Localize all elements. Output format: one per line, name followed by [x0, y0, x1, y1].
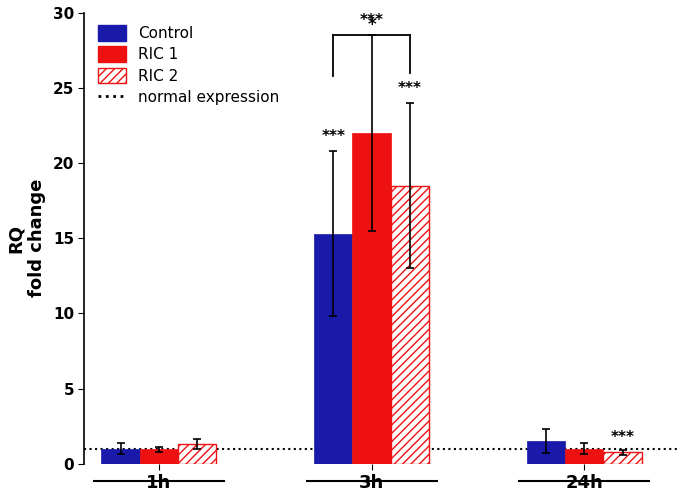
Bar: [527, 441, 565, 464]
Legend: Control, RIC 1, RIC 2, normal expression: Control, RIC 1, RIC 2, normal expression: [98, 25, 279, 105]
Text: ***: ***: [398, 80, 422, 96]
Y-axis label: RQ
fold change: RQ fold change: [7, 179, 46, 297]
Bar: [139, 450, 178, 464]
Bar: [565, 449, 603, 464]
Bar: [352, 133, 391, 464]
Bar: [102, 449, 139, 464]
Text: ***: ***: [322, 129, 346, 144]
Text: ***: ***: [359, 13, 383, 28]
Bar: [391, 186, 429, 464]
Bar: [603, 453, 642, 464]
Text: *: *: [368, 16, 376, 34]
Text: ***: ***: [611, 430, 635, 445]
Bar: [178, 444, 216, 464]
Bar: [314, 234, 352, 464]
